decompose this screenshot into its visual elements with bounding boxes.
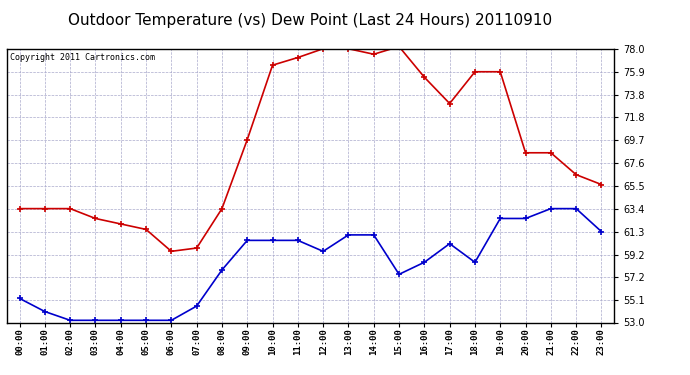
Text: Outdoor Temperature (vs) Dew Point (Last 24 Hours) 20110910: Outdoor Temperature (vs) Dew Point (Last… [68, 13, 553, 28]
Text: Copyright 2011 Cartronics.com: Copyright 2011 Cartronics.com [10, 53, 155, 62]
